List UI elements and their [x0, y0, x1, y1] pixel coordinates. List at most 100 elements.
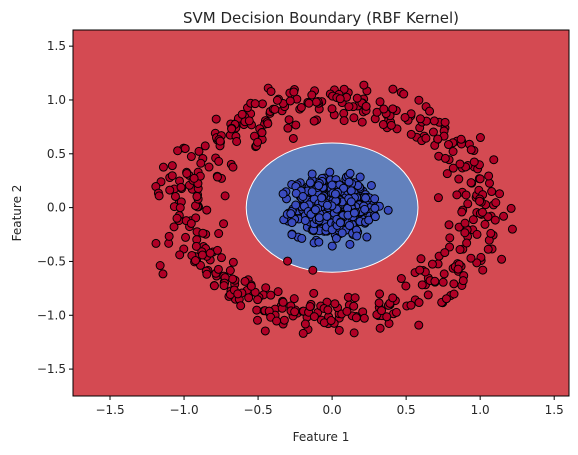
data-point — [158, 162, 168, 172]
data-point — [379, 104, 389, 114]
data-point — [217, 253, 227, 263]
data-point — [186, 218, 196, 228]
plot-frame — [72, 29, 570, 397]
data-point — [375, 289, 385, 299]
y-tick-label: 0.0 — [47, 201, 66, 215]
data-point — [490, 215, 500, 225]
data-point — [307, 90, 317, 100]
x-tick-label: 0.0 — [323, 403, 342, 417]
data-point — [440, 248, 450, 258]
data-point — [288, 133, 298, 143]
data-point — [253, 295, 263, 305]
data-point — [219, 219, 229, 229]
data-point — [440, 117, 450, 127]
data-point — [416, 254, 426, 264]
data-point — [334, 325, 344, 335]
data-point — [298, 191, 308, 201]
data-point — [211, 114, 221, 124]
data-point — [314, 181, 324, 191]
data-point — [314, 237, 324, 247]
data-point — [457, 207, 467, 217]
data-point — [228, 162, 238, 172]
data-point — [355, 172, 365, 182]
data-point — [260, 326, 270, 336]
data-point — [266, 290, 276, 300]
data-point — [285, 96, 295, 106]
data-point — [406, 300, 416, 310]
data-point — [495, 189, 505, 199]
x-tick-label: 1.5 — [545, 403, 564, 417]
data-point — [244, 116, 254, 126]
data-point — [180, 144, 190, 154]
data-point — [266, 86, 276, 96]
data-point — [286, 209, 296, 219]
data-point — [442, 169, 452, 179]
data-point — [200, 141, 210, 151]
data-point — [253, 137, 263, 147]
data-point — [507, 224, 517, 234]
y-tick-label: −1.0 — [37, 308, 66, 322]
data-point — [506, 203, 516, 213]
plot-area — [73, 30, 569, 396]
data-point — [164, 231, 174, 241]
data-point — [220, 191, 230, 201]
data-point — [388, 104, 398, 114]
data-point — [335, 94, 345, 104]
data-point — [430, 276, 440, 286]
data-point — [370, 212, 380, 222]
data-point — [205, 248, 215, 258]
data-point — [433, 193, 443, 203]
data-point — [349, 328, 359, 338]
data-point — [244, 293, 254, 303]
data-point — [284, 115, 294, 125]
data-point — [209, 281, 219, 291]
y-tick-label: 0.5 — [47, 147, 66, 161]
data-point — [357, 117, 367, 127]
data-point — [214, 156, 224, 166]
data-point — [172, 213, 182, 223]
data-point — [453, 264, 463, 274]
data-point — [386, 120, 396, 130]
data-point — [349, 301, 359, 311]
data-point — [194, 146, 204, 156]
data-point — [272, 316, 282, 326]
data-point — [425, 106, 435, 116]
data-point — [252, 305, 262, 315]
data-point — [414, 95, 424, 105]
data-point — [423, 290, 433, 300]
data-point — [370, 203, 380, 213]
data-point — [330, 299, 340, 309]
data-point — [351, 313, 361, 323]
data-point — [441, 294, 451, 304]
data-point — [167, 161, 177, 171]
data-point — [454, 174, 464, 184]
data-point — [237, 109, 247, 119]
data-point — [309, 116, 319, 126]
y-tick-label: −0.5 — [37, 254, 66, 268]
data-point — [228, 274, 238, 284]
data-point — [352, 231, 362, 241]
data-point — [155, 261, 165, 271]
data-point — [439, 269, 449, 279]
data-point — [414, 298, 424, 308]
data-point — [228, 257, 238, 267]
data-point — [349, 208, 359, 218]
data-point — [279, 315, 289, 325]
data-point — [345, 239, 355, 249]
data-point — [287, 218, 297, 228]
data-point — [382, 312, 392, 322]
data-point — [322, 200, 332, 210]
data-point — [406, 129, 416, 139]
data-point — [192, 192, 202, 202]
data-point — [307, 169, 317, 179]
data-point — [219, 281, 229, 291]
data-point — [455, 159, 465, 169]
data-point — [296, 102, 306, 112]
data-point — [233, 289, 243, 299]
data-point — [461, 190, 471, 200]
data-point — [458, 276, 468, 286]
axis-ticks: −1.5 −1.0 −0.5 0.0 0.5 1.0 1.5 −1.5 −1.0 −0.5 0.0 0… — [37, 39, 564, 417]
data-point — [344, 221, 354, 231]
data-point — [370, 194, 380, 204]
data-point — [305, 302, 315, 312]
